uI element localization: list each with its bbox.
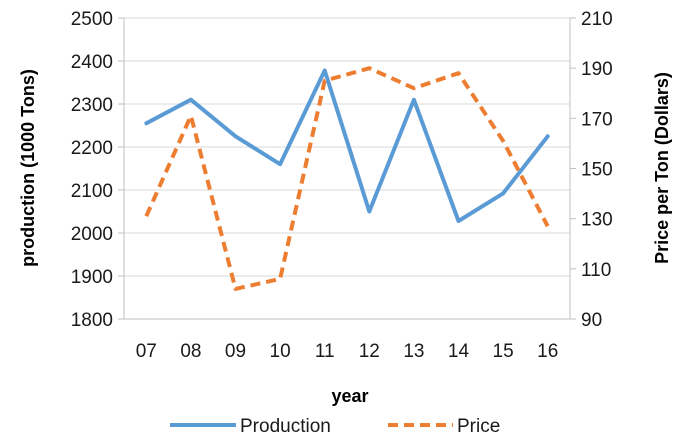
left-tick-label: 2100 — [71, 181, 113, 202]
legend-label-price: Price — [457, 416, 500, 436]
x-tick-label: 09 — [225, 341, 246, 362]
legend-label-production: Production — [240, 416, 331, 436]
x-tick-label: 07 — [136, 341, 157, 362]
x-axis-ticks: 07 08 09 10 11 12 13 14 15 16 — [136, 341, 559, 362]
left-tick-label: 1800 — [71, 310, 113, 331]
left-tick-label: 2400 — [71, 52, 113, 73]
y-axis-title: production (1000 Tons) — [18, 69, 38, 267]
right-axis-ticks: 90 110 130 150 170 190 210 — [570, 9, 613, 331]
y2-axis-title: Price per Ton (Dollars) — [652, 72, 672, 264]
x-tick-label: 10 — [270, 341, 291, 362]
right-tick-label: 210 — [581, 9, 613, 30]
left-tick-label: 2300 — [71, 95, 113, 116]
series-lines — [144, 66, 550, 291]
right-tick-label: 90 — [581, 310, 602, 331]
right-tick-label: 110 — [581, 260, 611, 281]
right-tick-label: 170 — [581, 109, 613, 130]
x-tick-label: 14 — [448, 341, 470, 362]
right-tick-label: 190 — [581, 59, 613, 80]
left-tick-label: 1900 — [71, 267, 113, 288]
x-tick-label: 15 — [493, 341, 514, 362]
right-tick-label: 130 — [581, 210, 613, 231]
x-tick-label: 13 — [403, 341, 424, 362]
x-tick-label: 12 — [359, 341, 380, 362]
left-tick-label: 2500 — [71, 9, 113, 30]
left-axis-ticks: 1800 1900 2000 2100 2200 2300 2400 2500 — [71, 9, 124, 331]
left-tick-label: 2000 — [71, 224, 113, 245]
x-tick-label: 11 — [315, 341, 335, 362]
left-tick-label: 2200 — [71, 138, 113, 159]
series-line-price — [144, 66, 550, 291]
x-tick-label: 16 — [537, 341, 558, 362]
right-tick-label: 150 — [581, 160, 613, 181]
x-tick-label: 08 — [180, 341, 201, 362]
series-line-production — [144, 68, 550, 223]
x-axis-title: year — [331, 386, 368, 406]
legend: Production Price — [170, 416, 500, 436]
